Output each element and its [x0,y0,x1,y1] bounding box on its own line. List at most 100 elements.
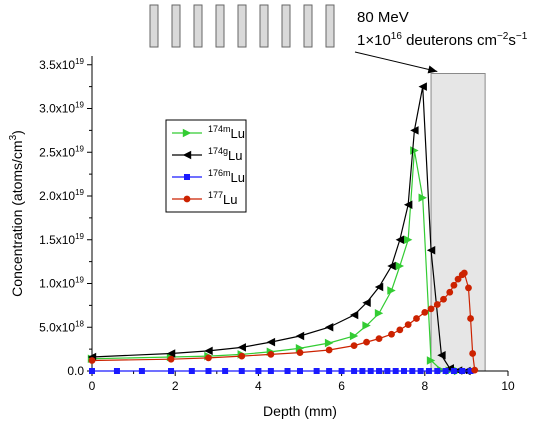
data-point [433,301,441,308]
x-tick-label: 8 [421,379,428,393]
target-foil [259,4,269,48]
y-axis-label: Concentration (atoms/cm3) [8,130,25,297]
fluence-suffix: s [508,32,516,49]
data-point [388,330,395,338]
data-point [374,282,384,292]
fluence-exp: 16 [391,31,403,42]
legend-entry: 177Lu [172,190,238,207]
data-point [471,366,479,374]
data-point [459,368,466,374]
data-point [237,343,246,352]
series-line [91,86,467,372]
data-point [395,261,405,271]
data-point [396,326,404,334]
data-point [376,368,383,374]
data-point [267,368,274,374]
data-point [450,368,457,374]
data-point [418,82,427,91]
data-point [437,351,446,360]
x-tick-label: 10 [501,379,515,393]
data-point [446,288,454,296]
data-point [284,368,291,374]
y-tick-label: 2.5x1019 [39,144,84,159]
x-tick-label: 0 [89,379,96,393]
series-176m-lu [89,368,474,374]
series-177-lu [88,269,479,374]
data-point [375,335,383,343]
series-174g-lu [87,82,471,376]
data-point [404,321,412,329]
data-point [267,350,275,358]
data-point [113,368,120,374]
data-point [205,368,212,374]
legend-label: 176mLu [208,168,245,185]
series-line [91,150,459,372]
data-point [359,368,366,374]
y-tick-label: 1.5x1019 [39,232,84,247]
x-axis-ticks: 0 2 4 6 8 10 [89,371,515,393]
data-point [467,368,474,374]
data-point [413,315,420,322]
target-foil [237,4,247,48]
data-point [387,261,396,271]
data-point [395,235,405,244]
legend-marker [183,195,191,203]
x-tick-label: 4 [255,379,262,393]
series-layer [87,82,479,376]
legend-label: 174mLu [208,124,245,141]
data-point [387,286,396,295]
data-point [425,368,432,374]
target-foil [303,4,313,48]
data-point [205,354,212,362]
annotation-arrowhead [427,65,438,74]
data-point [295,331,305,341]
target-region-shading [430,73,486,372]
data-point [324,338,334,348]
beam-fluence-annotation: 1×1016 deuterons cm−2s−1 [357,31,528,49]
fluence-exp3: −1 [516,31,528,42]
data-point [166,349,176,358]
data-point [367,368,374,374]
legend-label: 174gLu [208,146,243,163]
legend-entry: 174mLu [172,124,245,141]
legend-entry: 176mLu [172,168,245,185]
data-point [362,298,371,307]
data-point [426,246,436,255]
y-tick-label: 1.0x1019 [39,276,84,291]
y-axis-label-sup: 3 [8,134,19,140]
data-point [440,295,447,303]
data-point [374,309,384,318]
data-point [89,368,95,374]
legend-box [165,119,247,213]
data-point [403,235,413,244]
data-point [167,355,175,363]
data-point [324,323,334,332]
data-point [392,368,399,374]
data-point [465,284,472,292]
data-point [454,275,462,283]
data-point [409,368,416,374]
data-point [138,368,145,374]
y-axis-ticks: 0.0 5.0x1018 1.0x1019 1.5x1019 2.0x1019 2.5x1… [39,57,92,378]
data-point [168,368,175,374]
data-point [296,349,304,357]
data-point [350,342,358,350]
target-foil [215,4,225,48]
x-tick-label: 6 [338,379,345,393]
target-foil [193,4,203,48]
data-point [325,346,333,354]
target-foil [325,4,335,48]
annotation-arrow [354,51,438,72]
data-point [417,368,424,374]
data-point [401,368,407,374]
data-point [427,305,435,313]
fluence-exp2: −2 [497,31,509,42]
data-point [362,321,371,330]
data-point [88,357,96,364]
legend-marker [182,150,192,160]
data-point [188,368,195,374]
fluence-prefix: 1×10 [357,32,391,49]
y-tick-label: 0.0 [67,364,84,378]
data-point [410,126,419,135]
